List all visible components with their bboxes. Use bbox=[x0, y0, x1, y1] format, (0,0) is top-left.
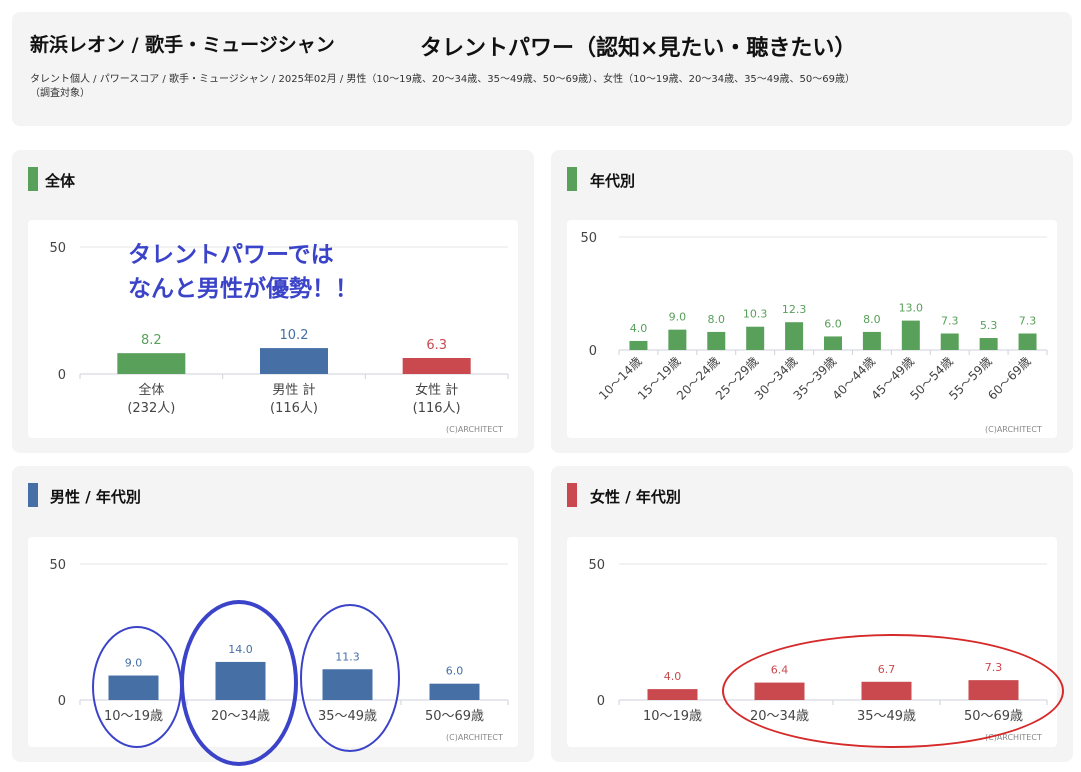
overall-section-marker bbox=[28, 167, 38, 191]
age-section-marker bbox=[567, 167, 577, 191]
annotation-line-2: なんと男性が優勢！！ bbox=[128, 276, 358, 302]
bar bbox=[862, 331, 881, 350]
x-tick-label: 60～69歳 bbox=[985, 354, 1033, 402]
bar bbox=[117, 353, 186, 374]
data-label: 6.0 bbox=[824, 317, 842, 330]
x-tick-label: (116人) bbox=[270, 401, 318, 416]
male-credit: (C)ARCHITECT bbox=[446, 733, 503, 742]
data-label: 4.0 bbox=[664, 670, 682, 683]
annotation-callout: タレントパワーでは なんと男性が優勢！！ bbox=[128, 238, 358, 306]
female-section-marker bbox=[567, 483, 577, 507]
bar bbox=[940, 333, 959, 350]
bar bbox=[707, 331, 726, 350]
data-label: 7.3 bbox=[941, 315, 959, 328]
data-label: 6.3 bbox=[426, 338, 447, 353]
y-tick-label: 50 bbox=[580, 231, 597, 246]
bar bbox=[629, 340, 648, 350]
male-section-marker bbox=[28, 483, 38, 507]
survey-description: タレント個人 / パワースコア / 歌手・ミュージシャン / 2025年02月 … bbox=[30, 74, 850, 99]
header-panel bbox=[12, 12, 1072, 126]
male-35-49-highlight-circle bbox=[300, 604, 400, 752]
age-section-title: 年代別 bbox=[590, 172, 636, 190]
female-20-69-highlight-circle bbox=[722, 634, 1064, 748]
female-credit: (C)ARCHITECT bbox=[985, 733, 1042, 742]
y-tick-label: 50 bbox=[49, 558, 66, 573]
overall-chart: 0 50 8.2 全体 (232人) 10.2 男性 計 (116人) 6.3 女性 計 (116人… bbox=[49, 241, 509, 416]
bar bbox=[647, 689, 698, 700]
annotation-line-1: タレントパワーでは bbox=[128, 242, 334, 268]
x-tick-label: 10～19歳 bbox=[643, 709, 702, 724]
data-label: 8.0 bbox=[708, 313, 726, 326]
x-tick-label: (116人) bbox=[413, 401, 461, 416]
data-label: 6.0 bbox=[446, 665, 464, 678]
x-tick-label: 50～69歳 bbox=[425, 709, 484, 724]
data-label: 10.2 bbox=[280, 328, 309, 343]
x-tick-label: 男性 計 bbox=[272, 382, 315, 398]
data-label: 13.0 bbox=[899, 302, 924, 315]
bar bbox=[260, 348, 328, 374]
talent-name-title: 新浜レオン / 歌手・ミュージシャン bbox=[30, 34, 335, 56]
female-section-title: 女性 / 年代別 bbox=[590, 488, 681, 506]
male-10-19-highlight-circle bbox=[92, 626, 182, 748]
age-credit: (C)ARCHITECT bbox=[985, 425, 1042, 434]
data-label: 8.0 bbox=[863, 313, 881, 326]
male-20-34-highlight-circle bbox=[180, 600, 298, 766]
x-tick-label: (232人) bbox=[127, 401, 175, 416]
y-tick-label: 0 bbox=[589, 344, 597, 359]
bar bbox=[824, 336, 842, 350]
overall-section-title: 全体 bbox=[45, 172, 76, 190]
bar bbox=[668, 329, 687, 350]
data-label: 10.3 bbox=[743, 308, 768, 321]
metric-title: タレントパワー（認知×見たい・聴きたい） bbox=[420, 36, 857, 61]
bar bbox=[979, 338, 998, 350]
data-label: 4.0 bbox=[630, 322, 648, 335]
bar bbox=[1018, 333, 1037, 350]
male-section-title: 男性 / 年代別 bbox=[50, 488, 141, 506]
bar bbox=[402, 357, 471, 374]
data-label: 9.0 bbox=[669, 311, 687, 324]
bar bbox=[746, 326, 765, 350]
overall-chart-area bbox=[28, 220, 518, 438]
data-label: 12.3 bbox=[782, 303, 807, 316]
age-chart-area bbox=[567, 220, 1057, 438]
bar bbox=[901, 320, 920, 350]
data-label: 7.3 bbox=[1019, 315, 1037, 328]
y-tick-label: 0 bbox=[597, 694, 605, 709]
age-chart: 0504.010～14歳9.015～19歳8.020～24歳10.325～29歳… bbox=[580, 231, 1048, 403]
bar bbox=[785, 322, 804, 350]
x-tick-label: 女性 計 bbox=[415, 382, 458, 398]
y-tick-label: 50 bbox=[588, 558, 605, 573]
data-label: 8.2 bbox=[141, 333, 162, 348]
bar bbox=[429, 683, 480, 700]
overall-credit: (C)ARCHITECT bbox=[446, 425, 503, 434]
y-tick-label: 0 bbox=[58, 368, 66, 383]
y-tick-label: 50 bbox=[49, 241, 66, 256]
x-tick-label: 全体 bbox=[138, 382, 164, 398]
y-tick-label: 0 bbox=[58, 694, 66, 709]
data-label: 5.3 bbox=[980, 319, 998, 332]
